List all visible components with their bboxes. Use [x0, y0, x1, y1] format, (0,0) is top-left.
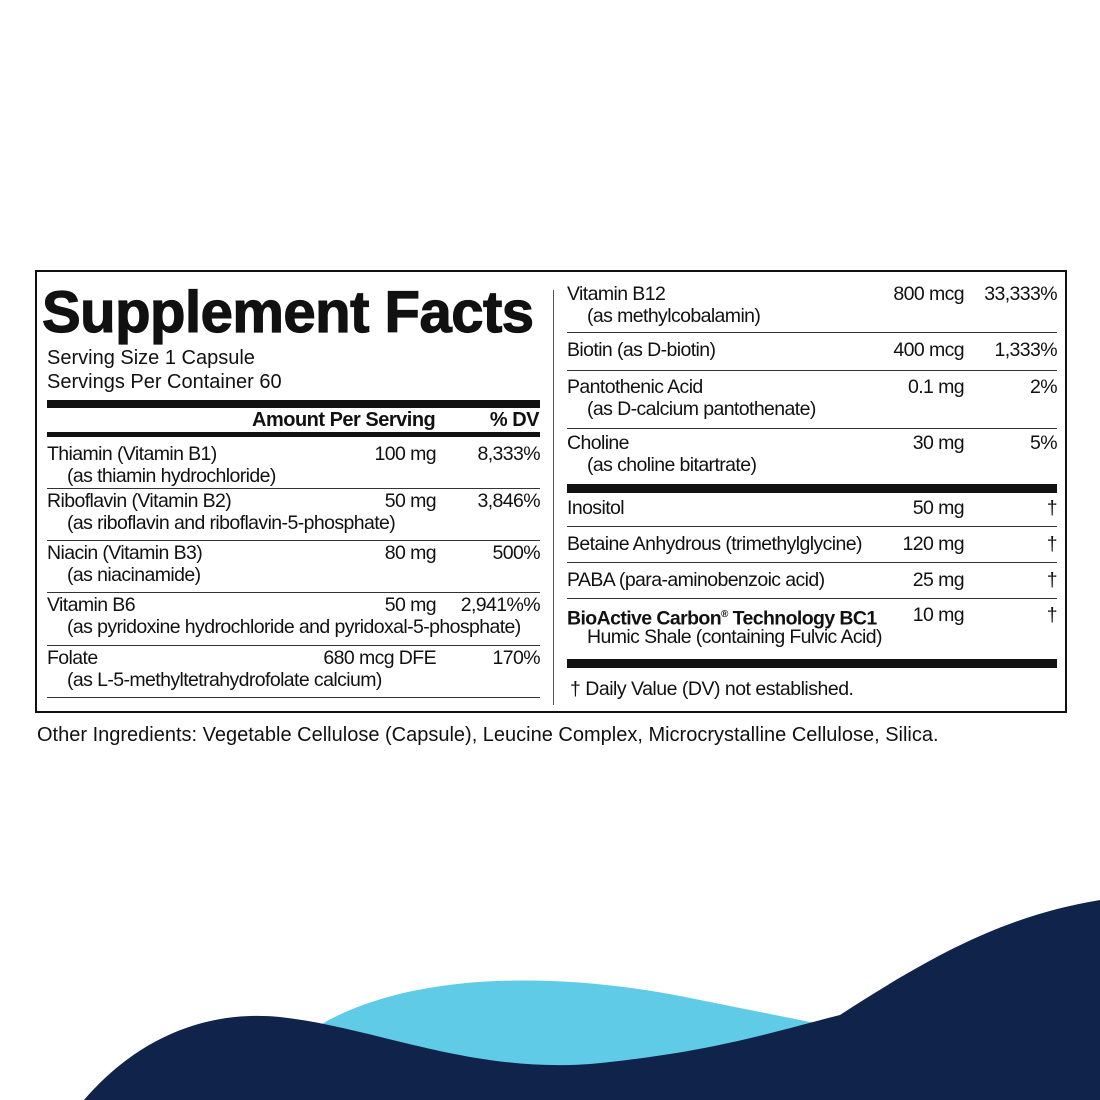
nutrient-row: Vitamin B6 (as pyridoxine hydrochloride a…	[47, 594, 541, 646]
nutrient-name: Vitamin B6	[47, 594, 136, 616]
daily-value: 170%	[492, 647, 541, 669]
daily-value: 2%	[1030, 376, 1058, 398]
nutrient-name: Vitamin B12	[567, 283, 666, 305]
daily-value: 5%	[1030, 432, 1058, 454]
nutrient-source: (as D-calcium pantothenate)	[587, 398, 816, 420]
daily-value: †	[1046, 497, 1058, 519]
amount-per-serving: 50 mg	[384, 490, 437, 512]
amount-per-serving: 10 mg	[912, 604, 965, 626]
daily-value: 33,333%	[984, 283, 1057, 305]
nutrient-row: Choline (as choline bitartrate) 30 mg 5%	[567, 432, 1058, 482]
nutrient-name: PABA (para-aminobenzoic acid)	[567, 569, 825, 591]
nutrient-row: PABA (para-aminobenzoic acid) 25 mg †	[567, 569, 1058, 599]
panel-title: Supplement Facts	[41, 279, 534, 345]
supplement-facts-panel	[35, 270, 1067, 713]
other-ingredients: Other Ingredients: Vegetable Cellulose (…	[37, 724, 939, 746]
medium-rule	[47, 432, 540, 437]
nutrient-source: (as L-5-methyltetrahydrofolate calcium)	[67, 669, 382, 691]
nutrient-name: Folate	[47, 647, 98, 669]
nutrient-name: Inositol	[567, 497, 625, 519]
header-dv: % DV	[489, 409, 540, 431]
nutrient-name: Niacin (Vitamin B3)	[47, 542, 203, 564]
registered-mark: ®	[721, 609, 728, 620]
nutrient-row: Inositol 50 mg †	[567, 497, 1058, 527]
amount-per-serving: 30 mg	[912, 432, 965, 454]
amount-per-serving: 400 mcg	[893, 339, 964, 361]
amount-per-serving: 25 mg	[912, 569, 965, 591]
daily-value: †	[1046, 569, 1058, 591]
column-divider	[553, 290, 554, 705]
nutrient-name: Choline	[567, 432, 630, 454]
nutrient-source: (as riboflavin and riboflavin-5-phosphat…	[67, 512, 396, 534]
nutrient-row: Niacin (Vitamin B3) (as niacinamide) 80 mg…	[47, 542, 541, 593]
daily-value: 2,941%%	[460, 594, 541, 616]
header-amount: Amount Per Serving	[252, 409, 436, 431]
nutrient-name: BioActive Carbon® Technology BC1	[567, 604, 877, 630]
nutrient-row: Riboflavin (Vitamin B2) (as riboflavin an…	[47, 490, 541, 541]
nutrient-row: Folate (as L-5-methyltetrahydrofolate cal…	[47, 647, 541, 698]
amount-per-serving: 800 mcg	[893, 283, 964, 305]
nutrient-name: Thiamin (Vitamin B1)	[47, 443, 217, 465]
nutrient-source: (as thiamin hydrochloride)	[67, 465, 276, 487]
amount-per-serving: 50 mg	[912, 497, 965, 519]
daily-value: †	[1046, 533, 1058, 555]
daily-value: 8,333%	[477, 443, 540, 465]
thick-rule	[47, 400, 540, 408]
nutrient-row: Thiamin (Vitamin B1) (as thiamin hydrochl…	[47, 443, 541, 489]
nutrient-source: (as niacinamide)	[67, 564, 201, 586]
navy-wave	[84, 900, 1100, 1100]
nutrient-source: (as pyridoxine hydrochloride and pyridox…	[67, 616, 521, 638]
amount-per-serving: 100 mg	[374, 443, 437, 465]
thick-rule	[567, 659, 1057, 668]
nutrient-row: Biotin (as D-biotin) 400 mcg 1,333%	[567, 339, 1058, 371]
footnote: † Daily Value (DV) not established.	[570, 678, 854, 700]
thick-rule	[567, 484, 1057, 493]
daily-value: 3,846%	[477, 490, 540, 512]
amount-per-serving: 50 mg	[384, 594, 437, 616]
nutrient-source: (as methylcobalamin)	[587, 305, 761, 327]
nutrient-row: Pantothenic Acid (as D-calcium pantothena…	[567, 376, 1058, 429]
nutrient-name-part: Technology BC1	[727, 607, 878, 630]
amount-per-serving: 120 mg	[902, 533, 965, 555]
serving-size: Serving Size 1 Capsule	[47, 347, 255, 369]
nutrient-source: Humic Shale (containing Fulvic Acid)	[587, 626, 882, 648]
nutrient-row: BioActive Carbon® Technology BC1 Humic Sh…	[567, 604, 1058, 656]
nutrient-name: Riboflavin (Vitamin B2)	[47, 490, 232, 512]
nutrient-name: Biotin (as D-biotin)	[567, 339, 716, 361]
daily-value: 1,333%	[994, 339, 1057, 361]
amount-per-serving: 0.1 mg	[907, 376, 965, 398]
daily-value: 500%	[492, 542, 541, 564]
amount-per-serving: 80 mg	[384, 542, 437, 564]
amount-per-serving: 680 mcg DFE	[323, 647, 436, 669]
nutrient-name: Betaine Anhydrous (trimethylglycine)	[567, 533, 862, 555]
nutrient-row: Betaine Anhydrous (trimethylglycine) 120 …	[567, 533, 1058, 563]
servings-per-container: Servings Per Container 60	[47, 371, 282, 393]
daily-value: †	[1046, 604, 1058, 626]
nutrient-name: Pantothenic Acid	[567, 376, 703, 398]
nutrient-source: (as choline bitartrate)	[587, 454, 757, 476]
nutrient-row: Vitamin B12 (as methylcobalamin) 800 mcg 33…	[567, 283, 1058, 333]
nutrient-name-part: BioActive Carbon	[567, 607, 722, 630]
